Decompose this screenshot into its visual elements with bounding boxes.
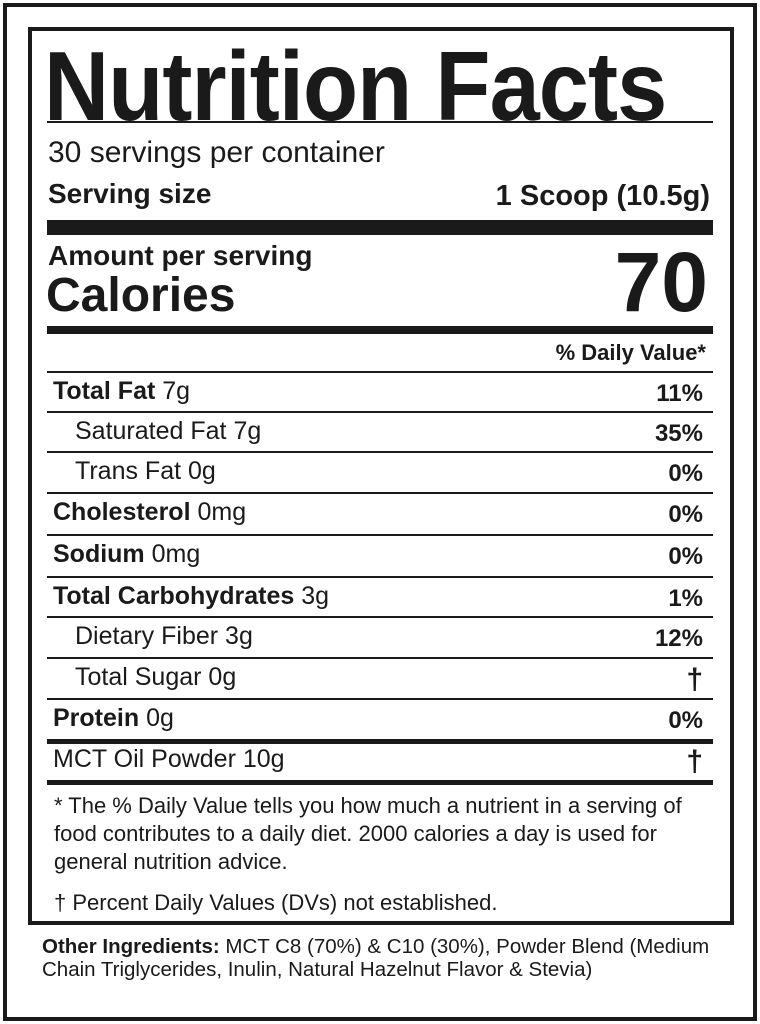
nutrient-name-amount: Protein 0g (53, 704, 174, 733)
nutrient-daily-value: 0% (668, 460, 703, 487)
nutrition-facts-panel (28, 27, 734, 925)
daily-value-header: % Daily Value* (555, 340, 706, 365)
serving-size-label: Serving size (48, 178, 212, 209)
nutrient-daily-value: 0% (668, 543, 703, 570)
nutrient-daily-value: 11% (656, 380, 703, 407)
medium-divider (47, 326, 713, 334)
nutrient-amount: 0mg (151, 540, 201, 568)
divider (47, 616, 713, 618)
title-text: Nutrition Facts (44, 31, 667, 141)
divider (47, 534, 713, 536)
nutrient-daily-value: † (686, 745, 703, 778)
nutrient-amount: 0mg (197, 498, 247, 526)
nutrient-name: Cholesterol (53, 498, 191, 526)
divider (47, 371, 713, 373)
nutrient-name-amount: Dietary Fiber 3g (75, 622, 253, 651)
divider (47, 411, 713, 413)
calories-label: Calories (46, 269, 236, 322)
label-outer-border (3, 3, 757, 1021)
divider (47, 121, 713, 123)
nutrient-row: MCT Oil Powder 10g † (47, 741, 713, 781)
nutrient-name: Saturated Fat (75, 417, 227, 445)
nutrient-daily-value: 1% (668, 585, 703, 612)
thick-divider (47, 220, 713, 235)
nutrient-name: Protein (53, 704, 140, 732)
ingredients-text: MCT C8 (70%) & C10 (30%), Powder Blend (… (42, 935, 710, 981)
nutrient-name: Trans Fat (75, 457, 182, 485)
nutrient-row: Total Sugar 0g † (47, 659, 713, 699)
serving-size-value: 1 Scoop (10.5g) (495, 180, 710, 212)
nutrient-amount: 0g (146, 704, 174, 732)
nutrient-amount: 0g (188, 457, 216, 485)
nutrient-amount: 3g (225, 622, 253, 650)
nutrient-row: Cholesterol 0mg 0% (47, 494, 713, 534)
nutrient-name-amount: Total Sugar 0g (75, 663, 236, 692)
nutrient-name-amount: Trans Fat 0g (75, 457, 216, 486)
nutrient-row: Sodium 0mg 0% (47, 536, 713, 576)
nutrient-row: Total Fat 7g 11% (47, 373, 713, 413)
footnote-daily-value: * The % Daily Value tells you how much a… (54, 793, 682, 874)
nutrient-daily-value: 0% (668, 707, 703, 734)
nutrient-name-amount: Total Fat 7g (53, 377, 190, 406)
divider (47, 698, 713, 700)
nutrient-amount: 10g (242, 745, 285, 773)
nutrient-row: Saturated Fat 7g 35% (47, 413, 713, 453)
nutrient-amount: 3g (301, 582, 330, 610)
nutrient-name-amount: Total Carbohydrates 3g (53, 582, 329, 611)
nutrient-daily-value: † (686, 663, 703, 696)
nutrient-name-amount: Sodium 0mg (53, 540, 200, 569)
divider (47, 739, 713, 744)
nutrient-name-amount: Cholesterol 0mg (53, 498, 246, 527)
nutrient-amount: 7g (162, 377, 191, 405)
amount-per-serving: Amount per serving (48, 240, 313, 271)
other-ingredients: Other Ingredients: MCT C8 (70%) & C10 (3… (42, 935, 722, 981)
nutrient-daily-value: 12% (654, 625, 703, 652)
nutrient-name: MCT Oil Powder (53, 745, 236, 773)
divider (47, 576, 713, 578)
nutrient-name: Total Carbohydrates (53, 582, 295, 610)
nutrient-name: Total Fat (53, 377, 156, 405)
thick-divider (47, 780, 713, 785)
ingredients-label: Other Ingredients: (42, 935, 220, 958)
divider (47, 492, 713, 494)
nutrient-name: Sodium (53, 540, 145, 568)
footnote-dagger: † Percent Daily Values (DVs) not establi… (54, 890, 498, 915)
nutrient-row: Dietary Fiber 3g 12% (47, 618, 713, 658)
nutrient-name: Dietary Fiber (75, 622, 219, 650)
nutrient-row: Trans Fat 0g 0% (47, 453, 713, 493)
nutrient-name-amount: Saturated Fat 7g (75, 417, 261, 446)
servings-per-container: 30 servings per container (48, 136, 385, 169)
nutrient-daily-value: 35% (654, 420, 703, 447)
nutrient-row: Protein 0g 0% (47, 700, 713, 740)
nutrient-amount: 0g (208, 663, 237, 691)
calories-value: 70 (614, 235, 708, 329)
divider (47, 451, 713, 453)
nutrient-name: Total Sugar (75, 663, 202, 691)
nutrient-name-amount: MCT Oil Powder 10g (53, 745, 285, 774)
nutrient-row: Total Carbohydrates 3g 1% (47, 578, 713, 618)
divider (47, 657, 713, 659)
nutrient-amount: 7g (233, 417, 262, 445)
panel-title: Nutrition Facts (44, 30, 720, 143)
nutrient-daily-value: 0% (668, 501, 703, 528)
